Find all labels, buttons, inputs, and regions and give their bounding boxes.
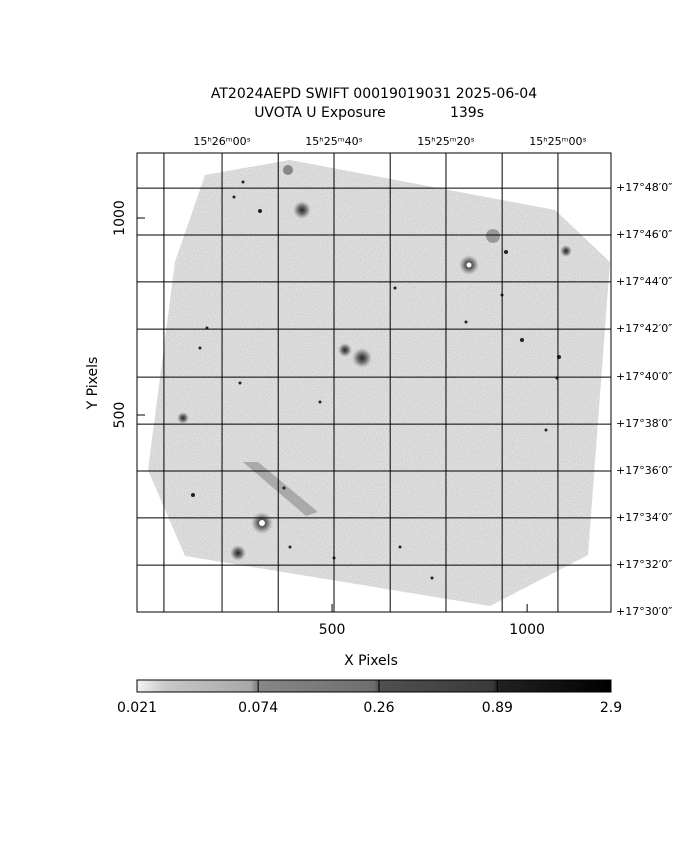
x2-tick-label: 15ʰ25ᵐ40ˢ bbox=[305, 135, 362, 148]
x-axis-label: X Pixels bbox=[344, 653, 398, 669]
x2-tick-label: 15ʰ26ᵐ00ˢ bbox=[193, 135, 250, 148]
exposure: 139s bbox=[450, 105, 484, 121]
y2-tick-label: +17°30′0″ bbox=[616, 605, 672, 618]
y2-tick-label: +17°36′0″ bbox=[616, 464, 672, 477]
y-tick-label: 1000 bbox=[112, 200, 128, 236]
y2-tick-label: +17°38′0″ bbox=[616, 417, 672, 430]
colorbar-tick-label: 0.021 bbox=[117, 700, 157, 716]
x-tick-label: 500 bbox=[319, 622, 346, 638]
y2-tick-label: +17°32′0″ bbox=[616, 558, 672, 571]
y-tick-label: 500 bbox=[112, 402, 128, 429]
y2-tick-label: +17°34′0″ bbox=[616, 511, 672, 524]
colorbar-tick-label: 0.89 bbox=[482, 700, 513, 716]
x2-tick-label: 15ʰ25ᵐ20ˢ bbox=[417, 135, 474, 148]
y2-tick-label: +17°48′0″ bbox=[616, 181, 672, 194]
colorbar-tick-label: 0.26 bbox=[363, 700, 394, 716]
y-axis-label: Y Pixels bbox=[85, 357, 101, 411]
y2-tick-label: +17°40′0″ bbox=[616, 370, 672, 383]
y2-tick-label: +17°46′0″ bbox=[616, 228, 672, 241]
x2-tick-label: 15ʰ25ᵐ00ˢ bbox=[529, 135, 586, 148]
title: AT2024AEPD SWIFT 00019019031 2025-06-04 bbox=[211, 86, 537, 102]
colorbar bbox=[136, 679, 612, 693]
colorbar-tick-label: 0.074 bbox=[238, 700, 278, 716]
x-tick-label: 1000 bbox=[509, 622, 545, 638]
y2-tick-label: +17°42′0″ bbox=[616, 322, 672, 335]
subtitle: UVOTA U Exposure bbox=[254, 105, 386, 121]
colorbar-tick-label: 2.9 bbox=[600, 700, 622, 716]
image-field bbox=[148, 160, 610, 606]
y2-tick-label: +17°44′0″ bbox=[616, 275, 672, 288]
